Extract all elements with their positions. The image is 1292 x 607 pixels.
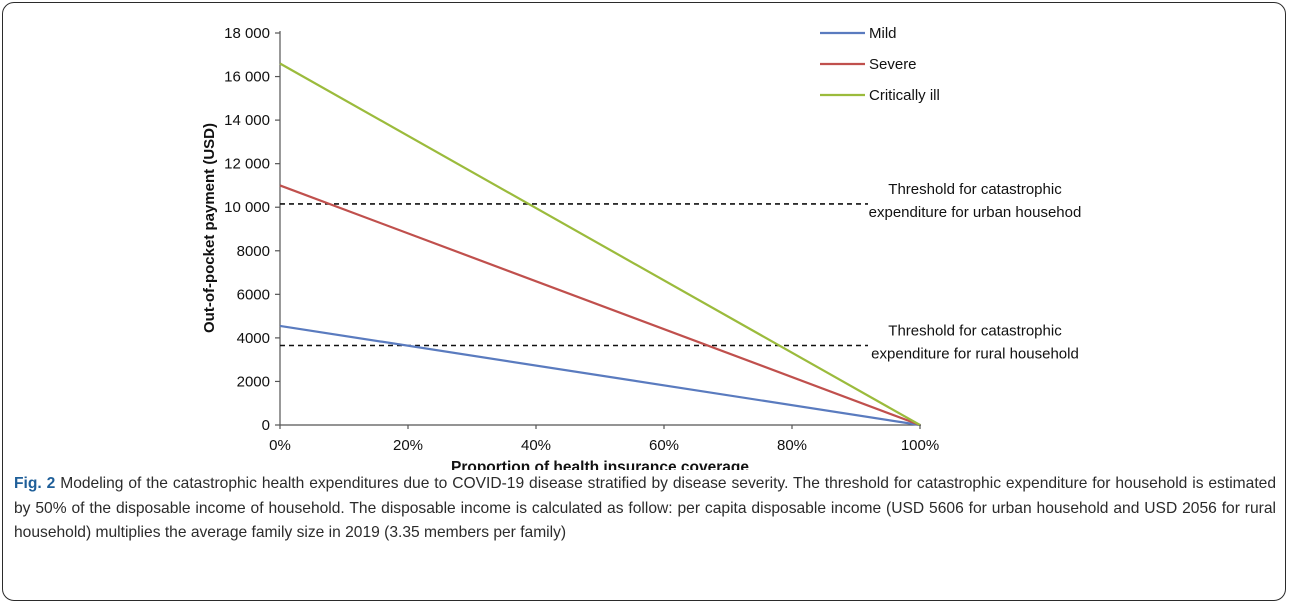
threshold-label-line2: expenditure for rural household [871,346,1079,363]
chart-axes [279,31,921,426]
y-tick-label: 14 000 [224,112,270,129]
x-tick-label: 60% [649,437,679,454]
legend: Mild Severe Critically ill [820,25,940,104]
y-tick-labels: 0 2000 4000 6000 8000 10 000 12 000 14 000 16 00… [224,25,280,434]
x-tick-labels: 0% 20% 40% 60% 80% 100% [269,425,939,454]
series-line [279,62,921,426]
x-axis-title: Proportion of health insurance coverage [451,459,749,470]
series-lines [279,62,921,427]
figure-caption: Fig. 2 Modeling of the catastrophic heal… [14,472,1276,546]
y-axis-title: Out-of-pocket payment (USD) [201,123,218,333]
caption-text: Modeling of the catastrophic health expe… [14,475,1276,541]
y-tick-label: 2000 [237,373,270,390]
threshold-label-line2: expenditure for urban househod [869,204,1082,221]
y-tick-label: 10 000 [224,199,270,216]
y-tick-label: 0 [262,417,270,434]
legend-label: Critically ill [869,87,940,104]
y-tick-label: 18 000 [224,25,270,42]
y-tick-label: 12 000 [224,156,270,173]
x-tick-label: 100% [901,437,939,454]
x-tick-label: 80% [777,437,807,454]
y-tick-label: 6000 [237,286,270,303]
y-tick-label: 16 000 [224,69,270,86]
threshold-label-line1: Threshold for catastrophic [888,181,1062,198]
x-tick-label: 20% [393,437,423,454]
x-tick-label: 0% [269,437,291,454]
threshold-lines: Threshold for catastrophic expenditure fo… [280,181,1081,363]
y-tick-label: 8000 [237,243,270,260]
legend-label: Severe [869,56,917,73]
line-chart: Threshold for catastrophic expenditure fo… [201,25,1081,470]
series-line [279,184,921,427]
y-tick-label: 4000 [237,330,270,347]
series-line [279,324,921,427]
legend-label: Mild [869,25,897,42]
threshold-label-line1: Threshold for catastrophic [888,323,1062,340]
x-tick-label: 40% [521,437,551,454]
figure-label: Fig. 2 [14,475,56,492]
